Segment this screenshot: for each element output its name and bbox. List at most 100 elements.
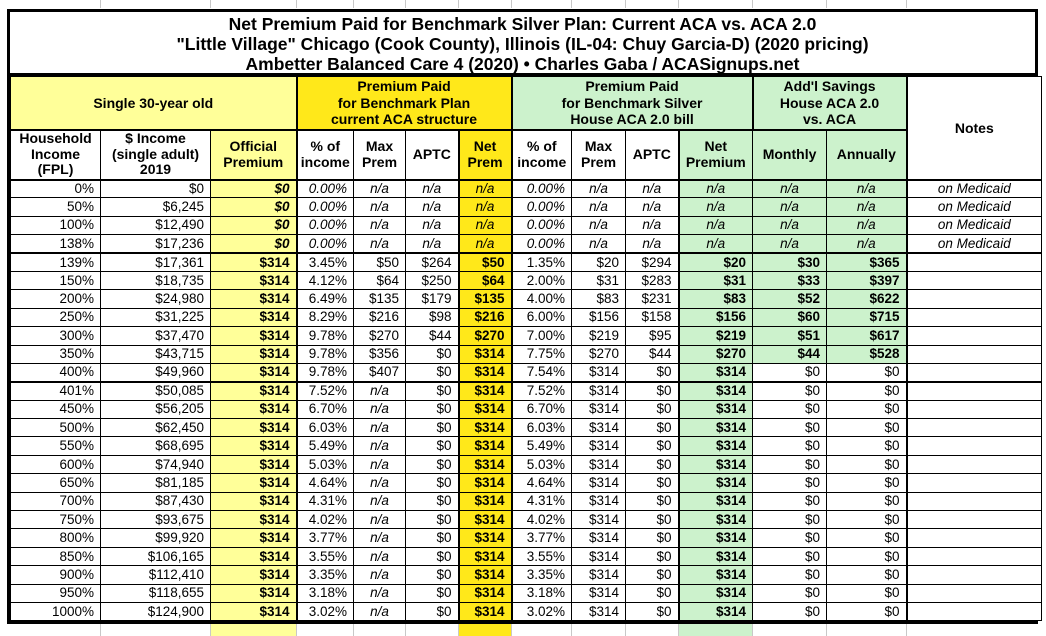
- table-row: 350% $43,715 $314 9.78% $356 $0 $314 7.75% $270 $…: [10, 344, 1043, 364]
- cell-income: $56,205: [100, 399, 211, 420]
- cell-savings-monthly: $33: [752, 270, 828, 291]
- cell-aca2-aptc: $0: [625, 399, 680, 420]
- cell-savings-annually: $397: [826, 270, 908, 291]
- cell-fpl: 600%: [10, 454, 101, 475]
- cell-aca2-net-premium: $314: [677, 362, 754, 383]
- gridline-stub: [210, 0, 211, 8]
- cell-aca-max-prem: n/a: [353, 234, 407, 255]
- cell-aca2-max-prem: $31: [571, 270, 627, 291]
- table-row: 450% $56,205 $314 6.70% n/a $0 $314 6.70% $314 $0…: [10, 399, 1043, 420]
- cell-savings-annually: $0: [826, 418, 908, 438]
- cell-aca-max-prem: n/a: [353, 197, 407, 217]
- column-header-row: Household Income (FPL) $ Income (single …: [10, 129, 1042, 181]
- cell-fpl: 800%: [10, 528, 101, 548]
- cell-savings-monthly: n/a: [752, 215, 828, 236]
- cell-income: $18,735: [100, 270, 211, 291]
- column-header-notes: Notes: [906, 76, 1043, 181]
- cell-official-premium: $314: [209, 381, 298, 401]
- column-header-aca-pct-income: % of income: [296, 129, 355, 181]
- cell-official-premium: $314: [209, 344, 298, 364]
- gridline-stub: [571, 0, 572, 8]
- cell-aca-pct-income: 4.12%: [296, 270, 355, 291]
- cell-note: [906, 381, 1043, 401]
- cell-aca-pct-income: 6.49%: [296, 289, 355, 309]
- cell-aca2-pct-income: 0.00%: [511, 215, 573, 236]
- cell-aca2-net-premium: $314: [677, 510, 754, 530]
- cell-aca-net-prem: n/a: [457, 197, 513, 217]
- cell-savings-annually: $0: [826, 491, 908, 512]
- cell-aca-net-prem: $216: [457, 307, 513, 328]
- cell-aca2-aptc: n/a: [625, 178, 680, 199]
- cell-official-premium: $314: [209, 418, 298, 438]
- cell-official-premium: $314: [209, 546, 298, 567]
- cell-aca2-aptc: $0: [625, 528, 680, 548]
- cell-aca-pct-income: 4.31%: [296, 491, 355, 512]
- cell-official-premium: $314: [209, 583, 298, 603]
- cell-aca2-net-premium: $314: [677, 473, 754, 493]
- gridline-stub: [405, 624, 406, 636]
- cell-aca2-aptc: n/a: [625, 234, 680, 255]
- cell-aca-max-prem: n/a: [353, 215, 407, 236]
- cell-official-premium: $314: [209, 565, 298, 585]
- cell-aca2-net-premium: $314: [677, 399, 754, 420]
- gridline-stub: [826, 0, 827, 8]
- cell-aca2-aptc: n/a: [625, 215, 680, 236]
- gridline-stub: [296, 624, 297, 636]
- cell-aca2-net-premium: $219: [677, 326, 754, 346]
- cell-note: [906, 270, 1043, 291]
- cell-income: $17,236: [100, 234, 211, 255]
- gridline-stub: [906, 624, 907, 636]
- cell-fpl: 450%: [10, 399, 101, 420]
- cell-fpl: 150%: [10, 270, 101, 291]
- cell-savings-monthly: $51: [752, 326, 828, 346]
- cell-aca2-net-premium: $314: [677, 436, 754, 456]
- cell-savings-monthly: $0: [752, 528, 828, 548]
- cell-income: $49,960: [100, 362, 211, 383]
- cell-fpl: 1000%: [10, 601, 101, 622]
- cell-fpl: 250%: [10, 307, 101, 328]
- cell-fpl: 950%: [10, 583, 101, 603]
- cell-aca-aptc: n/a: [405, 215, 460, 236]
- cell-aca2-aptc: $0: [625, 510, 680, 530]
- cell-aca2-max-prem: $156: [571, 307, 627, 328]
- cell-savings-monthly: $0: [752, 399, 828, 420]
- table-body: 0% $0 $0 0.00% n/a n/a n/a 0.00% n/a n/a n/a n/a n/a…: [10, 178, 1043, 622]
- cell-aca-aptc: $250: [405, 270, 460, 291]
- cell-savings-annually: n/a: [826, 234, 908, 255]
- cell-aca2-max-prem: n/a: [571, 234, 627, 255]
- cell-aca-max-prem: n/a: [353, 565, 407, 585]
- cell-aca-net-prem: $64: [457, 270, 513, 291]
- cell-savings-annually: $0: [826, 583, 908, 603]
- cell-aca2-aptc: $95: [625, 326, 680, 346]
- cell-aca2-aptc: $0: [625, 454, 680, 475]
- cell-aca2-max-prem: $270: [571, 344, 627, 364]
- cell-aca2-net-premium: n/a: [677, 178, 754, 199]
- cell-aca-net-prem: n/a: [457, 215, 513, 236]
- cell-income: $81,185: [100, 473, 211, 493]
- cell-note: [906, 583, 1043, 603]
- cell-fpl: 0%: [10, 178, 101, 199]
- cell-income: $43,715: [100, 344, 211, 364]
- cell-aca2-max-prem: n/a: [571, 178, 627, 199]
- cell-aca2-pct-income: 4.02%: [511, 510, 573, 530]
- cell-official-premium: $314: [209, 601, 298, 622]
- column-header-aca2-net-premium: Net Premium: [677, 129, 754, 181]
- cell-aca-aptc: n/a: [405, 197, 460, 217]
- cell-aca-max-prem: n/a: [353, 583, 407, 603]
- cell-aca2-aptc: $0: [625, 473, 680, 493]
- table-row: 700% $87,430 $314 4.31% n/a $0 $314 4.31% $314 $0…: [10, 491, 1043, 512]
- cell-official-premium: $314: [209, 454, 298, 475]
- cell-aca2-aptc: $231: [625, 289, 680, 309]
- cell-savings-annually: n/a: [826, 215, 908, 236]
- gridline-stub: [678, 0, 679, 8]
- cell-aca2-pct-income: 6.03%: [511, 418, 573, 438]
- cell-income: $74,940: [100, 454, 211, 475]
- cell-aca-aptc: $0: [405, 491, 460, 512]
- gridline-stub: [906, 0, 907, 8]
- cell-savings-annually: $617: [826, 326, 908, 346]
- cell-savings-monthly: $30: [752, 252, 828, 272]
- cell-aca2-net-premium: $156: [677, 307, 754, 328]
- cell-aca-max-prem: $64: [353, 270, 407, 291]
- gridline-stub: [100, 624, 101, 636]
- cell-aca2-pct-income: 4.00%: [511, 289, 573, 309]
